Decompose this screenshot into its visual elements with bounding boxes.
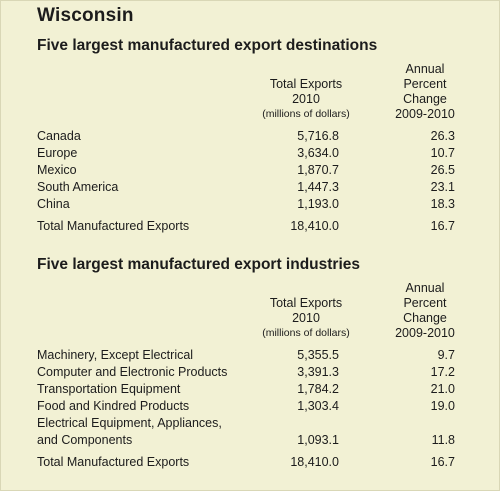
row-exports: 5,716.8 <box>297 129 339 143</box>
row-label: Transportation Equipment <box>37 382 181 396</box>
table-row: China 1,193.0 18.3 <box>37 196 467 213</box>
table-row: Transportation Equipment 1,784.2 21.0 <box>37 381 467 398</box>
row-exports: 1,784.2 <box>297 382 339 396</box>
row-exports: 1,193.0 <box>297 197 339 211</box>
row-change: 17.2 <box>430 365 455 379</box>
row-label: China <box>37 197 70 211</box>
row-exports: 1,303.4 <box>297 399 339 413</box>
header-line: (millions of dollars) <box>262 108 350 120</box>
destinations-change-header: Annual Percent Change 2009-2010 <box>387 62 463 122</box>
total-row: Total Manufactured Exports 18,410.0 16.7 <box>37 454 467 471</box>
industries-exports-header: Total Exports 2010 (millions of dollars) <box>251 296 361 341</box>
header-line: Percent <box>403 77 447 91</box>
header-line: Change <box>403 311 447 325</box>
row-exports: 5,355.5 <box>297 348 339 362</box>
row-exports: 1,870.7 <box>297 163 339 177</box>
row-change: 19.0 <box>430 399 455 413</box>
table-row: Machinery, Except Electrical 5,355.5 9.7 <box>37 347 467 364</box>
table-row: Canada 5,716.8 26.3 <box>37 128 467 145</box>
row-label: South America <box>37 180 119 194</box>
table-row: South America 1,447.3 23.1 <box>37 179 467 196</box>
destinations-heading: Five largest manufactured export destina… <box>37 37 378 54</box>
row-change: 26.5 <box>430 163 455 177</box>
row-change: 23.1 <box>430 180 455 194</box>
row-exports: 3,634.0 <box>297 146 339 160</box>
row-exports: 3,391.3 <box>297 365 339 379</box>
row-exports: 1,093.1 <box>297 433 339 447</box>
row-label: Electrical Equipment, Appliances, <box>37 416 222 430</box>
header-line: 2010 <box>292 311 320 325</box>
row-change: 10.7 <box>430 146 455 160</box>
row-change: 18.3 <box>430 197 455 211</box>
row-exports: 18,410.0 <box>290 455 339 469</box>
header-line: Change <box>403 92 447 106</box>
total-row: Total Manufactured Exports 18,410.0 16.7 <box>37 218 467 235</box>
row-label: Computer and Electronic Products <box>37 365 228 379</box>
row-change: 9.7 <box>437 348 455 362</box>
row-change: 11.8 <box>431 433 455 447</box>
row-label: and Components <box>37 433 133 447</box>
header-line: Annual <box>405 62 445 76</box>
row-label: Europe <box>37 146 78 160</box>
row-label: Canada <box>37 129 81 143</box>
row-change: 21.0 <box>430 382 455 396</box>
header-line: Annual <box>405 281 445 295</box>
table-row: Mexico 1,870.7 26.5 <box>37 162 467 179</box>
header-line: (millions of dollars) <box>262 327 350 339</box>
row-label: Machinery, Except Electrical <box>37 348 194 362</box>
table-row: Computer and Electronic Products 3,391.3… <box>37 364 467 381</box>
header-line: 2010 <box>292 92 320 106</box>
row-exports: 1,447.3 <box>297 180 339 194</box>
row-label: Mexico <box>37 163 77 177</box>
industries-heading: Five largest manufactured export industr… <box>37 256 361 273</box>
industries-change-header: Annual Percent Change 2009-2010 <box>387 281 463 341</box>
row-change: 26.3 <box>430 129 455 143</box>
table-row: Electrical Equipment, Appliances, <box>37 415 467 432</box>
row-change: 16.7 <box>430 455 455 469</box>
table-row: Food and Kindred Products 1,303.4 19.0 <box>37 398 467 415</box>
destinations-exports-header: Total Exports 2010 (millions of dollars) <box>251 77 361 122</box>
row-exports: 18,410.0 <box>290 219 339 233</box>
header-line: 2009-2010 <box>395 326 455 340</box>
header-line: Percent <box>403 296 447 310</box>
header-line: Total Exports <box>269 296 343 310</box>
row-label: Total Manufactured Exports <box>37 219 190 233</box>
header-line: Total Exports <box>269 77 343 91</box>
table-row: Europe 3,634.0 10.7 <box>37 145 467 162</box>
row-change: 16.7 <box>430 219 455 233</box>
row-label: Food and Kindred Products <box>37 399 190 413</box>
table-row: and Components 1,093.1 11.8 <box>37 432 467 449</box>
page-title: Wisconsin <box>37 5 134 26</box>
header-line: 2009-2010 <box>395 107 455 121</box>
row-label: Total Manufactured Exports <box>37 455 190 469</box>
